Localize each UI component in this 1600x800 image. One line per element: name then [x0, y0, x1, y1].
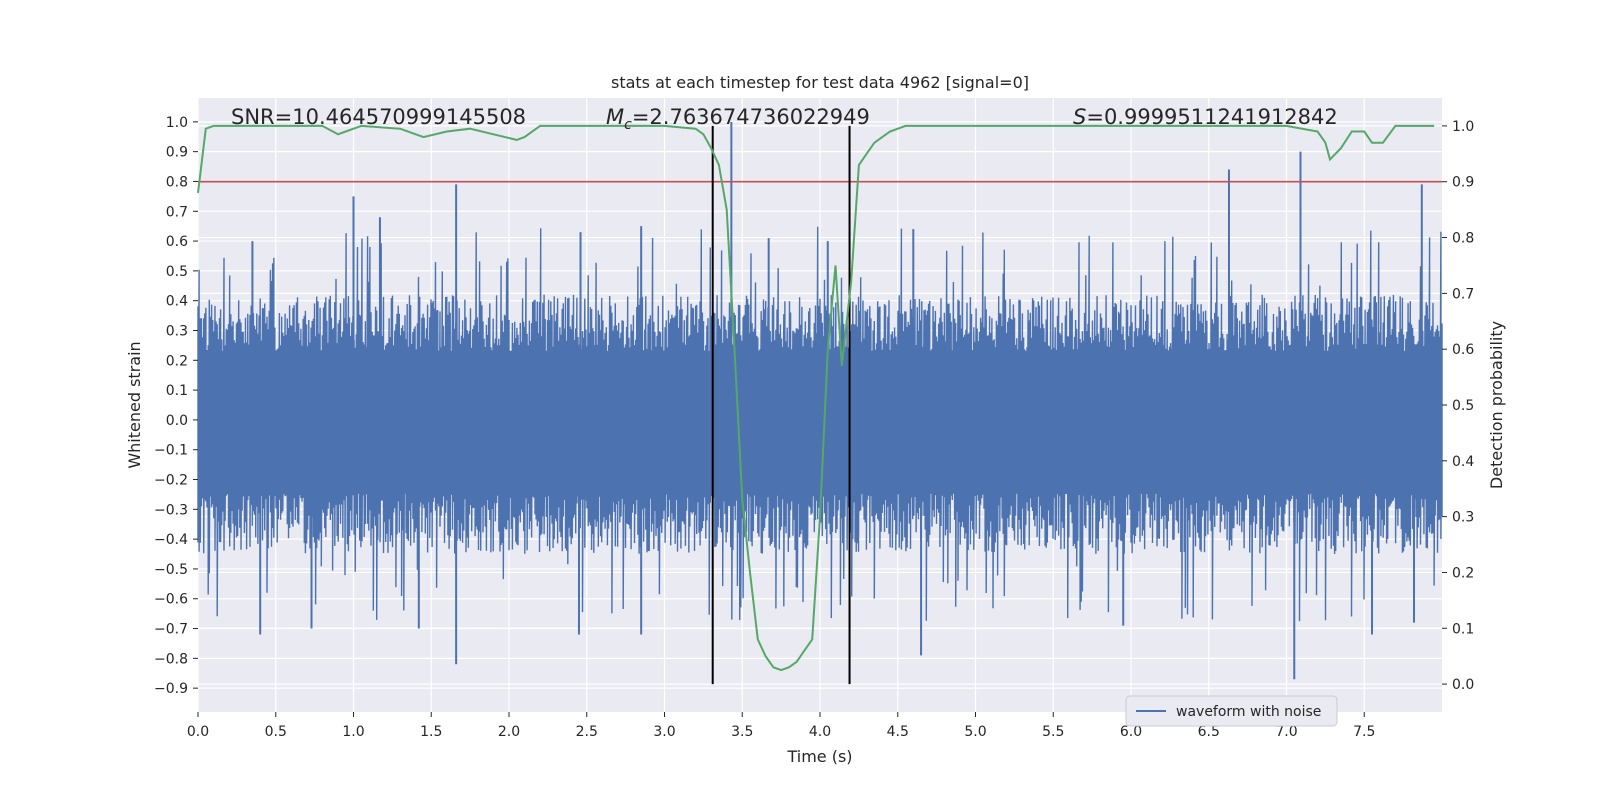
y-left-tick-label: −0.8	[154, 651, 188, 667]
snr-annotation: SNR=10.464570999145508	[231, 105, 526, 129]
x-tick-label: 5.5	[1042, 724, 1064, 740]
y-left-tick-label: 0.6	[166, 234, 188, 250]
y-right-tick-label: 0.4	[1452, 454, 1474, 470]
x-tick-label: 7.0	[1275, 724, 1297, 740]
x-tick-label: 2.0	[498, 724, 520, 740]
s-symbol: S	[1073, 105, 1086, 129]
y-left-axis-ticks: −0.9 −0.8 −0.7 −0.6 −0.5 −0.4 −0.3 −0.2 −0.1 0.0 0…	[154, 115, 198, 697]
mc-symbol: M	[606, 105, 624, 129]
x-axis-label: Time (s)	[786, 747, 852, 766]
y-right-axis-ticks: 0.0 0.1 0.2 0.3 0.4 0.5 0.6 0.7 0.8 0.9 1.0	[1442, 119, 1474, 693]
y-left-tick-label: 0.3	[166, 323, 188, 339]
x-tick-label: 0.5	[265, 724, 287, 740]
y-right-tick-label: 0.6	[1452, 342, 1474, 358]
y-right-tick-label: 0.7	[1452, 286, 1474, 302]
x-tick-label: 4.5	[887, 724, 909, 740]
x-tick-label: 6.0	[1120, 724, 1142, 740]
y-left-tick-label: −0.6	[154, 592, 188, 608]
legend: waveform with noise	[1125, 695, 1338, 727]
x-tick-label: 7.5	[1353, 724, 1375, 740]
y-right-tick-label: 0.0	[1452, 677, 1474, 693]
y-left-tick-label: −0.5	[154, 562, 188, 578]
y-left-tick-label: 0.1	[166, 383, 188, 399]
y-right-tick-label: 0.1	[1452, 621, 1474, 637]
chirp-mass-annotation: Mc=2.763674736022949	[606, 105, 870, 133]
y-right-tick-label: 0.3	[1452, 510, 1474, 526]
y-left-tick-label: 1.0	[166, 115, 188, 131]
chart-title: stats at each timestep for test data 496…	[611, 73, 1029, 92]
y-right-tick-label: 0.9	[1452, 175, 1474, 191]
x-axis-ticks: 0.0 0.5 1.0 1.5 2.0 2.5 3.0 3.5 4.0 4.5 5.0 5.5 6.0 6…	[187, 712, 1375, 740]
legend-box	[1125, 695, 1338, 727]
y-right-tick-label: 0.2	[1452, 565, 1474, 581]
y-left-tick-label: −0.3	[154, 502, 188, 518]
x-tick-label: 1.0	[342, 724, 364, 740]
x-tick-label: 4.0	[809, 724, 831, 740]
x-tick-label: 3.5	[731, 724, 753, 740]
detection-probability-series	[197, 124, 1435, 672]
y-right-axis-label: Detection probability	[1487, 321, 1506, 489]
y-left-tick-label: 0.4	[166, 294, 188, 310]
y-left-tick-label: −0.4	[154, 532, 188, 548]
y-left-axis-label: Whitened strain	[125, 341, 144, 468]
y-left-tick-label: 0.2	[166, 353, 188, 369]
y-left-tick-label: 0.8	[166, 174, 188, 190]
mc-subscript: c	[624, 117, 632, 133]
y-left-tick-label: −0.9	[154, 681, 188, 697]
x-tick-label: 6.5	[1198, 724, 1220, 740]
x-tick-label: 2.5	[576, 724, 598, 740]
y-left-tick-label: 0.5	[166, 264, 188, 280]
waveform-spikes	[251, 121, 1423, 680]
x-tick-label: 0.0	[187, 724, 209, 740]
x-tick-label: 3.0	[653, 724, 675, 740]
y-left-tick-label: −0.7	[154, 622, 188, 638]
y-right-tick-label: 0.5	[1452, 398, 1474, 414]
y-left-tick-label: 0.7	[166, 204, 188, 220]
x-tick-label: 1.5	[420, 724, 442, 740]
waveform-series	[197, 226, 1443, 622]
x-tick-label: 5.0	[964, 724, 986, 740]
y-right-tick-label: 1.0	[1452, 119, 1474, 135]
y-left-tick-label: 0.9	[166, 145, 188, 161]
y-left-tick-label: 0.0	[166, 413, 188, 429]
y-right-tick-label: 0.8	[1452, 231, 1474, 247]
y-left-tick-label: −0.2	[154, 473, 188, 489]
legend-label-waveform: waveform with noise	[1176, 704, 1321, 720]
s-value: =0.9999511241912842	[1086, 105, 1337, 129]
score-annotation: S=0.9999511241912842	[1073, 105, 1338, 129]
y-left-tick-label: −0.1	[154, 443, 188, 459]
mc-value: =2.763674736022949	[632, 105, 870, 129]
